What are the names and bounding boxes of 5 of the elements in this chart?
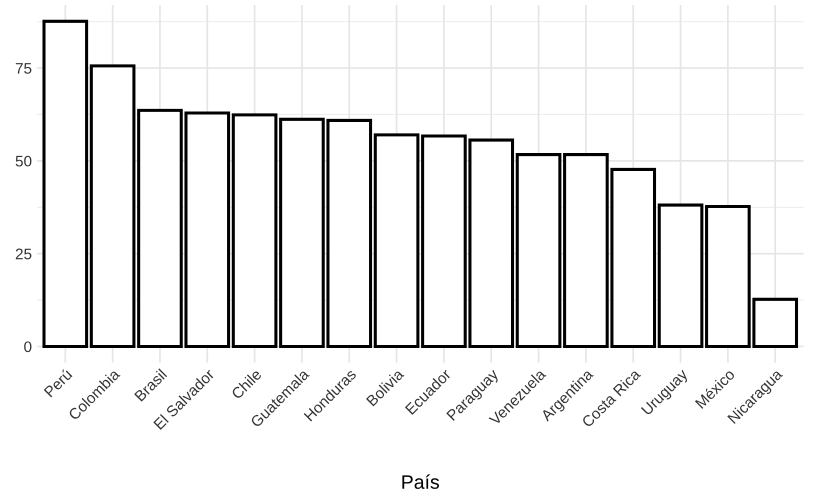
x-axis-title: País <box>402 474 439 489</box>
y-tick-label: 0 <box>24 341 32 352</box>
y-tick-label: 75 <box>16 63 32 74</box>
y-tick-label: 25 <box>16 248 32 260</box>
y-tick-label: 50 <box>16 156 32 167</box>
